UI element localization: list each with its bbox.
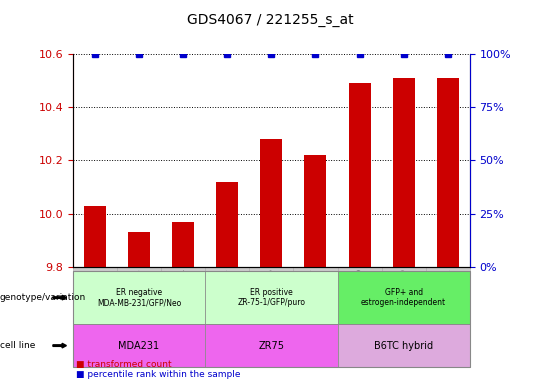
Bar bbox=[84, 205, 106, 267]
Text: MDA231: MDA231 bbox=[118, 341, 160, 351]
Text: ZR75: ZR75 bbox=[258, 341, 285, 351]
Text: cell line: cell line bbox=[0, 341, 36, 350]
Text: ER negative
MDA-MB-231/GFP/Neo: ER negative MDA-MB-231/GFP/Neo bbox=[97, 288, 181, 307]
Bar bbox=[305, 155, 327, 267]
Bar bbox=[172, 222, 194, 267]
Text: ER positive
ZR-75-1/GFP/puro: ER positive ZR-75-1/GFP/puro bbox=[238, 288, 305, 307]
Bar bbox=[260, 139, 282, 267]
Bar bbox=[348, 83, 370, 267]
Text: genotype/variation: genotype/variation bbox=[0, 293, 86, 302]
Bar bbox=[128, 232, 150, 267]
Text: ■ transformed count: ■ transformed count bbox=[76, 361, 171, 369]
Text: GDS4067 / 221255_s_at: GDS4067 / 221255_s_at bbox=[187, 13, 353, 27]
Bar bbox=[393, 78, 415, 267]
Bar bbox=[216, 182, 238, 267]
Text: ■ percentile rank within the sample: ■ percentile rank within the sample bbox=[76, 371, 240, 379]
Text: GFP+ and
estrogen-independent: GFP+ and estrogen-independent bbox=[361, 288, 446, 307]
Bar bbox=[437, 78, 459, 267]
Text: B6TC hybrid: B6TC hybrid bbox=[374, 341, 433, 351]
